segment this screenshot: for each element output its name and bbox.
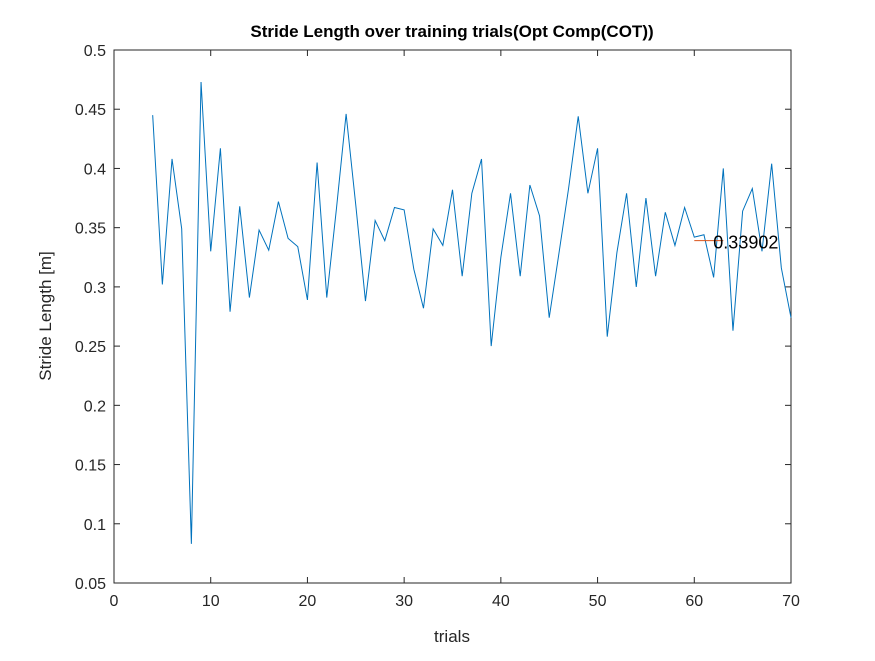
y-tick-label: 0.4 — [84, 161, 106, 178]
y-tick-label: 0.25 — [75, 339, 106, 356]
y-tick-label: 0.2 — [84, 398, 106, 415]
y-tick-label: 0.35 — [75, 221, 106, 238]
x-tick-label: 70 — [782, 593, 800, 610]
x-tick-label: 30 — [395, 593, 413, 610]
axis-ticks — [113, 49, 792, 584]
plot-area — [113, 49, 792, 584]
y-tick-label: 0.5 — [84, 43, 106, 60]
x-axis-label: trials — [434, 627, 470, 646]
x-tick-label: 10 — [202, 593, 220, 610]
y-tick-label: 0.3 — [84, 280, 106, 297]
x-tick-label: 0 — [110, 593, 119, 610]
x-tick-label: 50 — [589, 593, 607, 610]
tick-labels: 0 10 20 30 40 50 60 70 0.05 0.1 0.15 0.2 0.25 0.3 0.35… — [75, 43, 800, 610]
x-tick-label: 20 — [299, 593, 317, 610]
x-tick-label: 40 — [492, 593, 510, 610]
y-tick-label: 0.05 — [75, 576, 106, 593]
y-tick-label: 0.15 — [75, 458, 106, 475]
y-tick-label: 0.1 — [84, 517, 106, 534]
chart-title: Stride Length over training trials(Opt C… — [250, 22, 653, 41]
mean-value-label: 0.33902 — [713, 233, 778, 253]
series-layer — [152, 81, 792, 544]
annotation-layer: 0.33902 — [694, 233, 778, 253]
y-tick-label: 0.45 — [75, 102, 106, 119]
x-tick-label: 60 — [685, 593, 703, 610]
series-line — [152, 81, 792, 544]
y-axis-label: Stride Length [m] — [36, 251, 55, 380]
